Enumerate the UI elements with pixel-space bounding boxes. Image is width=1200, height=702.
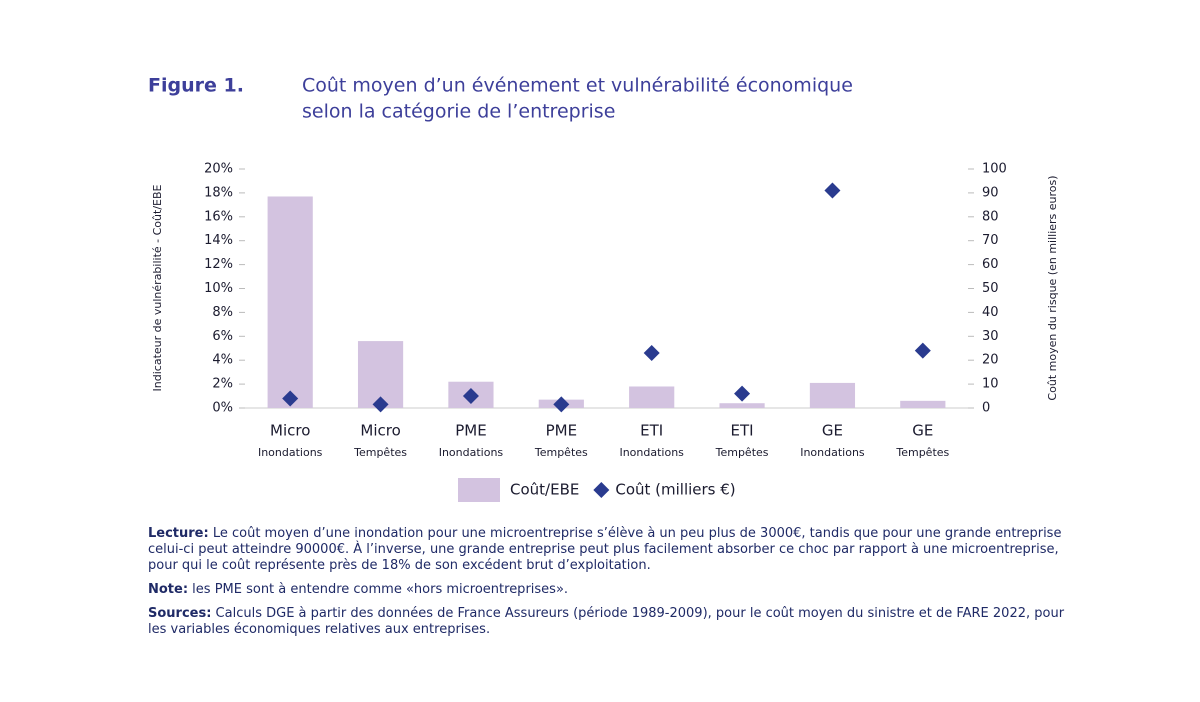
x-tick-label: GE <box>912 422 933 440</box>
y-tick-label: 6% <box>212 329 233 344</box>
y2-tick-label: 60 <box>982 257 999 272</box>
y2-axis-label: Coût moyen du risque (en milliers euros) <box>1046 175 1059 400</box>
x-tick-sublabel: Tempêtes <box>353 446 407 459</box>
x-tick-label: Micro <box>360 422 400 440</box>
note-label: Lecture: <box>148 526 209 541</box>
x-tick-label: PME <box>546 422 577 440</box>
y2-tick-label: 0 <box>982 401 990 416</box>
note-label: Note: <box>148 582 189 597</box>
x-tick-sublabel: Inondations <box>800 446 865 459</box>
note: Lecture: Le coût moyen d’une inondation … <box>148 526 1068 574</box>
legend-swatch <box>458 478 500 502</box>
y2-tick-label: 80 <box>982 209 999 224</box>
y-axis-label: Indicateur de vulnérabilité - Coût/EBE <box>151 184 164 391</box>
y-tick-label: 16% <box>204 209 233 224</box>
y2-tick-label: 70 <box>982 233 999 248</box>
y2-tick-label: 100 <box>982 162 1007 177</box>
note-text: Calculs DGE à partir des données de Fran… <box>148 606 1065 637</box>
note-text: les PME sont à entendre comme «hors micr… <box>188 582 569 597</box>
note: Note: les PME sont à entendre comme «hor… <box>148 582 1068 598</box>
y2-tick-label: 90 <box>982 185 999 200</box>
note-label: Sources: <box>148 606 212 621</box>
x-tick-sublabel: Tempêtes <box>895 446 949 459</box>
diamond-marker <box>734 385 751 402</box>
diamond-marker <box>553 396 570 413</box>
y2-tick-label: 50 <box>982 281 999 296</box>
bar <box>809 382 856 408</box>
diamond-marker <box>462 388 479 405</box>
diamond-marker <box>282 390 299 407</box>
legend-swatch <box>593 482 610 498</box>
y-tick-label: 4% <box>212 353 233 368</box>
notes: Lecture: Le coût moyen d’une inondation … <box>148 526 1068 646</box>
x-tick-label: Micro <box>270 422 310 440</box>
chart-title: Coût moyen d’un événement et vulnérabili… <box>302 75 853 97</box>
y-tick-label: 14% <box>204 233 233 248</box>
chart-title: selon la catégorie de l’entreprise <box>302 101 615 123</box>
y-tick-label: 0% <box>212 401 233 416</box>
y-tick-label: 20% <box>204 162 233 177</box>
figure-label: Figure 1. <box>148 75 244 97</box>
note-text: Le coût moyen d’une inondation pour une … <box>148 526 1062 573</box>
bar <box>900 400 946 408</box>
x-tick-sublabel: Inondations <box>619 446 684 459</box>
diamond-marker <box>643 345 660 362</box>
bar <box>629 386 675 408</box>
y2-tick-label: 30 <box>982 329 999 344</box>
y2-tick-label: 40 <box>982 305 999 320</box>
x-tick-label: ETI <box>640 422 663 440</box>
y-tick-label: 10% <box>204 281 233 296</box>
diamond-marker <box>372 396 389 413</box>
x-tick-sublabel: Tempêtes <box>715 446 769 459</box>
y-tick-label: 2% <box>212 377 233 392</box>
x-tick-sublabel: Inondations <box>258 446 323 459</box>
x-tick-label: PME <box>455 422 486 440</box>
y-tick-label: 18% <box>204 185 233 200</box>
legend-label: Coût/EBE <box>510 481 579 499</box>
x-tick-sublabel: Inondations <box>439 446 504 459</box>
x-tick-sublabel: Tempêtes <box>534 446 588 459</box>
diamond-marker <box>914 342 931 359</box>
bar <box>719 403 765 408</box>
x-tick-label: ETI <box>731 422 754 440</box>
legend-label: Coût (milliers €) <box>615 481 735 499</box>
y2-tick-label: 10 <box>982 377 999 392</box>
y2-tick-label: 20 <box>982 353 999 368</box>
note: Sources: Calculs DGE à partir des donnée… <box>148 606 1068 638</box>
bar <box>267 196 313 408</box>
x-tick-label: GE <box>822 422 843 440</box>
diamond-marker <box>824 182 841 199</box>
y-tick-label: 12% <box>204 257 233 272</box>
y-tick-label: 8% <box>212 305 233 320</box>
